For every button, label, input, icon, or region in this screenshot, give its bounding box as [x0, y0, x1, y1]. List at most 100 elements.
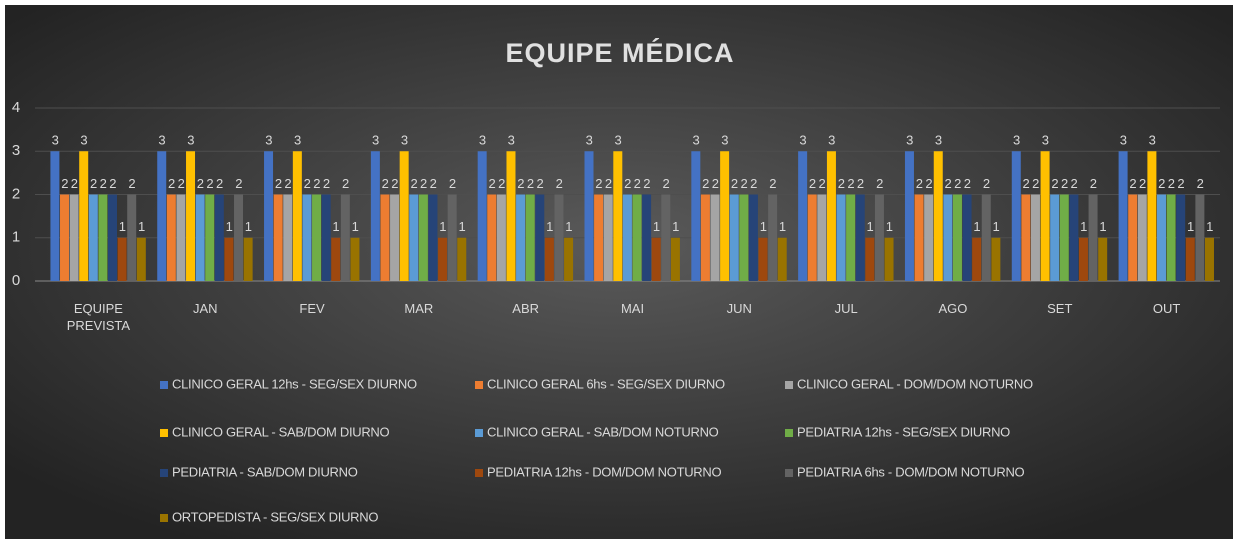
data-label: 2	[876, 176, 883, 191]
bar	[700, 194, 710, 281]
legend-label: ORTOPEDISTA - SEG/SEX DIURNO	[172, 509, 378, 524]
bar	[60, 194, 70, 281]
bar	[846, 194, 856, 281]
data-label: 2	[556, 176, 563, 191]
bar	[380, 194, 390, 281]
data-label: 3	[158, 133, 165, 148]
bar	[1147, 151, 1157, 281]
data-label: 3	[372, 133, 379, 148]
bar	[302, 194, 312, 281]
legend-label: PEDIATRIA 12hs - SEG/SEX DIURNO	[797, 424, 1010, 439]
bar	[1040, 151, 1050, 281]
data-label: 2	[449, 176, 456, 191]
data-label: 1	[760, 219, 767, 234]
bar	[710, 194, 720, 281]
bar	[632, 194, 642, 281]
x-tick-label: OUT	[1152, 301, 1181, 316]
bar	[321, 194, 331, 281]
bar	[98, 194, 108, 281]
bar	[1078, 237, 1088, 281]
bar	[1156, 194, 1166, 281]
bar	[739, 194, 749, 281]
bar	[855, 194, 865, 281]
y-tick-label: 0	[12, 272, 20, 289]
bar	[108, 194, 118, 281]
bar	[729, 194, 739, 281]
data-label: 3	[799, 133, 806, 148]
chart-title: EQUIPE MÉDICA	[505, 37, 734, 68]
legend-label: CLINICO GERAL 6hs - SEG/SEX DIURNO	[487, 376, 725, 391]
bar	[127, 194, 137, 281]
data-label: 2	[838, 176, 845, 191]
bar	[865, 237, 875, 281]
bar	[1021, 194, 1031, 281]
data-label: 2	[313, 176, 320, 191]
bar	[691, 151, 701, 281]
bar	[264, 151, 274, 281]
data-label: 1	[226, 219, 233, 234]
bar	[399, 151, 409, 281]
legend-label: CLINICO GERAL - SAB/DOM DIURNO	[172, 424, 390, 439]
data-label: 2	[1090, 176, 1097, 191]
x-tick-label: AGO	[938, 301, 968, 316]
legend-label: CLINICO GERAL - SAB/DOM NOTURNO	[487, 424, 719, 439]
bar	[1204, 237, 1214, 281]
data-label: 2	[741, 176, 748, 191]
legend-swatch	[475, 469, 483, 477]
bar	[924, 194, 934, 281]
bar	[836, 194, 846, 281]
data-label: 2	[323, 176, 330, 191]
data-label: 2	[206, 176, 213, 191]
bar	[613, 151, 623, 281]
bar	[525, 194, 535, 281]
data-label: 1	[1206, 219, 1213, 234]
data-label: 2	[197, 176, 204, 191]
bar	[477, 151, 487, 281]
bar	[1030, 194, 1040, 281]
bar	[117, 237, 127, 281]
legend-swatch	[160, 514, 168, 522]
bar	[487, 194, 497, 281]
data-label: 2	[1051, 176, 1058, 191]
bar	[535, 194, 545, 281]
bar	[884, 237, 894, 281]
data-label: 1	[439, 219, 446, 234]
data-label: 3	[479, 133, 486, 148]
data-label: 2	[1061, 176, 1068, 191]
data-label: 3	[508, 133, 515, 148]
data-label: 2	[1071, 176, 1078, 191]
data-label: 2	[624, 176, 631, 191]
x-tick-label: JAN	[192, 301, 218, 316]
x-tick-label: JUL	[834, 301, 858, 316]
data-label: 2	[517, 176, 524, 191]
data-label: 2	[809, 176, 816, 191]
data-label: 2	[595, 176, 602, 191]
bar	[79, 151, 89, 281]
bar	[1185, 237, 1195, 281]
data-label: 2	[916, 176, 923, 191]
bar	[1011, 151, 1021, 281]
data-label: 3	[1120, 133, 1127, 148]
bar	[292, 151, 302, 281]
bar	[88, 194, 98, 281]
bar	[136, 237, 146, 281]
bar	[1195, 194, 1205, 281]
data-label: 2	[275, 176, 282, 191]
legend-label: CLINICO GERAL 12hs - SEG/SEX DIURNO	[172, 376, 417, 391]
data-label: 2	[284, 176, 291, 191]
data-label: 2	[1177, 176, 1184, 191]
data-label: 3	[693, 133, 700, 148]
legend-swatch	[785, 381, 793, 389]
bar	[157, 151, 167, 281]
bar	[758, 237, 768, 281]
data-label: 2	[498, 176, 505, 191]
bar	[438, 237, 448, 281]
data-label: 2	[100, 176, 107, 191]
data-label: 3	[187, 133, 194, 148]
data-label: 2	[90, 176, 97, 191]
data-label: 2	[731, 176, 738, 191]
data-label: 3	[614, 133, 621, 148]
bar	[670, 237, 680, 281]
data-label: 3	[294, 133, 301, 148]
bar	[874, 194, 884, 281]
